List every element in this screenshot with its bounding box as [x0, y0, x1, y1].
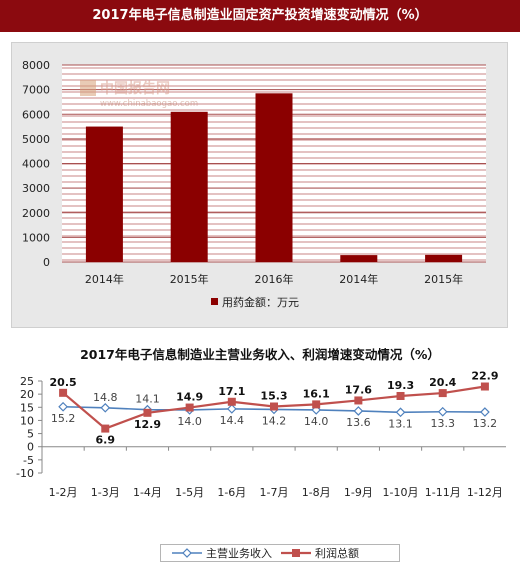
series-marker [312, 400, 321, 409]
series-marker [396, 391, 405, 400]
banner-title: 2017年电子信息制造业固定资产投资增速变动情况（%） [92, 8, 428, 23]
legend-label: 利润总额 [315, 546, 359, 560]
bar-chart: 0 1000 2000 3000 4000 5000 6000 7000 8000 中国报告网 ww… [22, 59, 486, 309]
series-marker [480, 407, 490, 417]
data-label: 14.2 [262, 414, 287, 427]
x-tick-label: 2014年 [339, 272, 378, 286]
watermark-name: 中国报告网 [100, 80, 170, 97]
series-marker [354, 396, 363, 405]
y-tick-label: 7000 [22, 84, 50, 97]
legend-marker [292, 549, 300, 557]
x-tick-label: 1-12月 [467, 486, 503, 499]
data-label: 20.4 [429, 376, 456, 389]
series-marker [59, 388, 68, 397]
y-tick-label: 0 [27, 441, 34, 454]
series-marker [480, 382, 489, 391]
legend-marker [182, 548, 192, 558]
y-tick-label: 20 [20, 388, 34, 401]
y-tick-label: 4000 [22, 158, 50, 171]
legend-label: 用药金额：万元 [222, 295, 299, 309]
y-tick-label: 8000 [22, 59, 50, 72]
data-label: 14.1 [135, 393, 160, 406]
data-label: 14.9 [176, 391, 203, 404]
x-tick-label: 2015年 [424, 272, 463, 286]
data-label: 13.1 [388, 417, 413, 430]
bar [340, 255, 378, 262]
x-tick-label: 1-8月 [302, 486, 331, 499]
data-label: 6.9 [96, 434, 116, 447]
data-label: 17.1 [218, 385, 245, 398]
series-marker [185, 403, 194, 412]
line-chart-title: 2017年电子信息制造业主营业务收入、利润增速变动情况（%） [80, 347, 440, 362]
bar [85, 126, 123, 262]
y-tick-label: 15 [20, 401, 34, 414]
data-label: 19.3 [387, 379, 414, 392]
data-label: 22.9 [471, 370, 498, 383]
data-label: 13.2 [473, 417, 498, 430]
y-tick-label: 10 [20, 414, 34, 427]
x-tick-label: 2016年 [255, 272, 294, 286]
y-tick-label: 5000 [22, 133, 50, 146]
series-marker [437, 406, 448, 417]
y-tick-label: 5 [27, 428, 34, 441]
series-marker [395, 407, 406, 418]
y-tick-label: -10 [16, 467, 34, 480]
bar [170, 111, 208, 262]
watermark-url: www.chinabaogao.com [100, 99, 198, 109]
x-tick-label: 2014年 [85, 272, 124, 286]
data-label: 14.0 [177, 415, 202, 428]
series-marker [58, 401, 68, 412]
data-label: 20.5 [50, 376, 77, 389]
legend-label: 主营业务收入 [206, 546, 272, 560]
series-marker [438, 389, 447, 398]
y-tick-label: 3000 [22, 182, 50, 195]
x-tick-label: 2015年 [170, 272, 209, 286]
series-marker [101, 424, 110, 433]
y-tick-label: 1000 [22, 231, 50, 244]
series-marker [227, 397, 236, 406]
x-tick-label: 1-5月 [175, 486, 204, 499]
x-tick-label: 1-6月 [217, 486, 246, 499]
legend-swatch [211, 298, 218, 305]
x-tick-label: 1-7月 [260, 486, 289, 499]
x-tick-label: 1-11月 [425, 486, 461, 499]
x-tick-label: 1-2月 [49, 486, 78, 499]
data-label: 13.6 [346, 416, 371, 429]
data-label: 14.0 [304, 415, 329, 428]
data-label: 16.1 [303, 387, 330, 400]
y-tick-label: 6000 [22, 108, 50, 121]
x-tick-label: 1-4月 [133, 486, 162, 499]
data-label: 13.3 [430, 417, 455, 430]
y-tick-label: 2000 [22, 207, 50, 220]
series-marker [311, 405, 322, 415]
series-marker [226, 404, 237, 414]
y-tick-label: 25 [20, 375, 34, 388]
series-marker [143, 408, 152, 417]
y-tick-label: -5 [23, 454, 34, 467]
series-marker [270, 402, 278, 411]
x-tick-label: 1-9月 [344, 486, 373, 499]
line-chart-legend-box [160, 544, 400, 562]
bar [255, 93, 293, 262]
data-label: 12.9 [134, 418, 161, 431]
bar [425, 254, 463, 262]
data-label: 15.2 [51, 412, 76, 425]
data-label: 14.8 [93, 391, 118, 404]
data-label: 17.6 [345, 383, 372, 396]
x-tick-label: 1-10月 [383, 486, 419, 499]
series-marker [353, 406, 364, 416]
watermark-icon [80, 80, 96, 96]
x-tick-label: 1-3月 [91, 486, 120, 499]
watermark-logo: 中国报告网 www.chinabaogao.com [80, 80, 198, 109]
series-marker [100, 402, 111, 413]
y-tick-label: 0 [43, 256, 50, 269]
data-label: 14.4 [220, 414, 245, 427]
top-banner: 2017年电子信息制造业固定资产投资增速变动情况（%） [0, 0, 520, 32]
data-label: 15.3 [260, 389, 287, 402]
